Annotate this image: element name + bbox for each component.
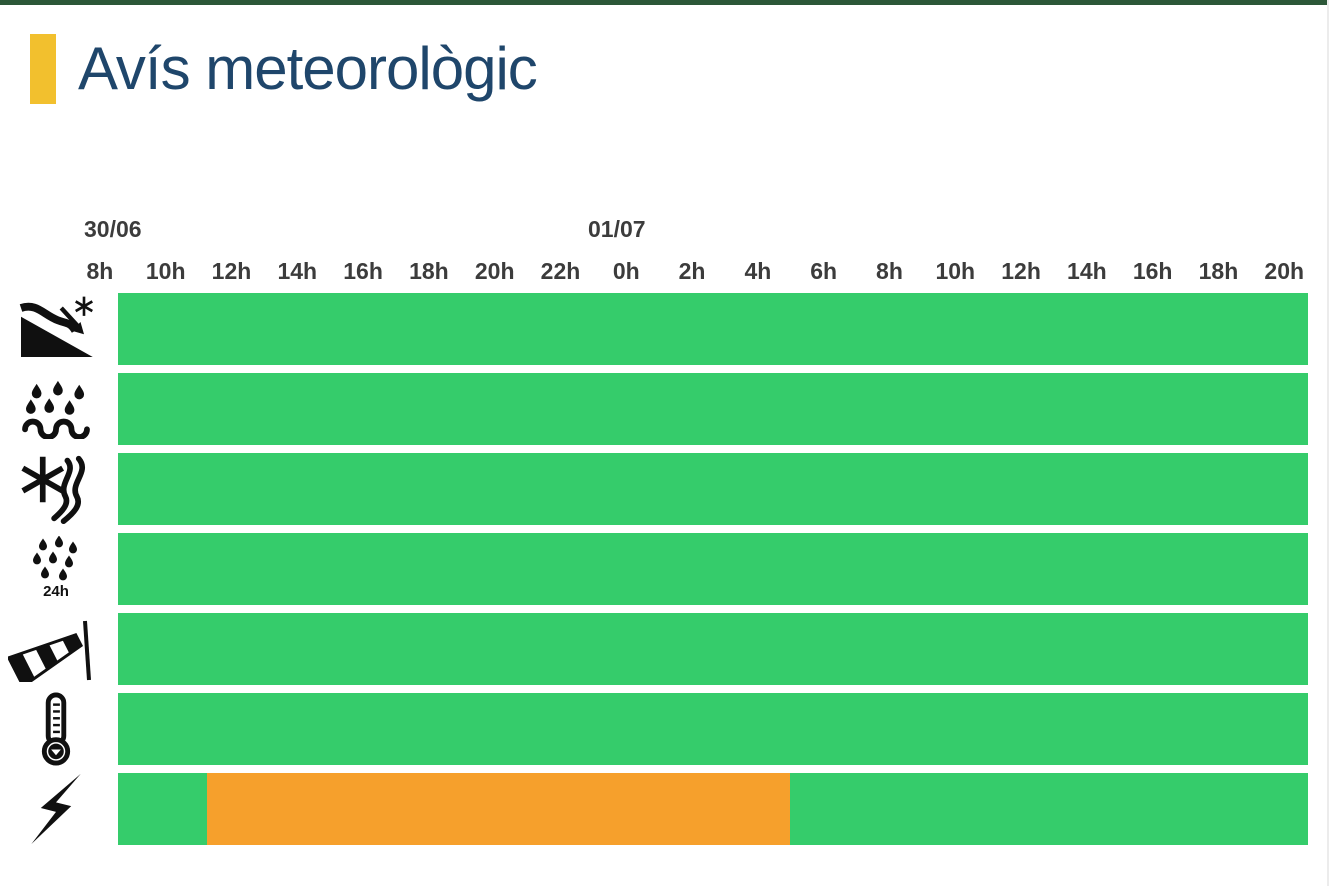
row-icons-column: 24h bbox=[0, 293, 112, 853]
axis-dates-row: 30/06 01/07 bbox=[0, 216, 1329, 244]
axis-hour-label: 14h bbox=[1067, 258, 1107, 284]
snow-wind-icon bbox=[0, 453, 112, 525]
page-title: Avís meteorològic bbox=[78, 35, 538, 102]
title-accent-bar bbox=[30, 34, 56, 104]
warning-row bbox=[118, 453, 1308, 525]
axis-hour-label: 18h bbox=[1198, 258, 1239, 284]
status-segment-green bbox=[118, 453, 1308, 525]
axis-hour-label: 12h bbox=[1001, 258, 1041, 284]
warning-row bbox=[118, 293, 1308, 365]
thermometer-icon bbox=[0, 692, 112, 766]
title-row: Avís meteorològic bbox=[30, 34, 538, 104]
axis-date-label: 30/06 bbox=[84, 216, 142, 242]
status-segment-green bbox=[118, 293, 1308, 365]
axis-hour-label: 8h bbox=[876, 258, 903, 284]
axis-hour-label: 22h bbox=[540, 258, 581, 284]
status-segment-orange bbox=[207, 773, 791, 845]
svg-text:24h: 24h bbox=[43, 583, 69, 600]
avalanche-icon bbox=[0, 293, 112, 365]
axis-hour-label: 12h bbox=[211, 258, 252, 284]
warning-row bbox=[118, 373, 1308, 445]
axis-hour-label: 14h bbox=[277, 258, 318, 284]
axis-hour-label: 20h bbox=[474, 258, 515, 284]
status-segment-green bbox=[790, 773, 1308, 845]
rain-24h-icon: 24h bbox=[0, 533, 112, 605]
windsock-icon bbox=[0, 613, 112, 685]
warning-row bbox=[118, 533, 1308, 605]
warning-row bbox=[118, 613, 1308, 685]
axis-hour-label: 0h bbox=[612, 258, 640, 284]
axis-hour-label: 10h bbox=[145, 258, 186, 284]
axis-hour-label: 6h bbox=[810, 258, 838, 284]
axis-hour-label: 16h bbox=[343, 258, 383, 284]
status-segment-green bbox=[118, 693, 1308, 765]
axis-hour-label: 20h bbox=[1264, 258, 1305, 284]
status-segment-green bbox=[118, 373, 1308, 445]
axis-hour-label: 2h bbox=[678, 258, 706, 284]
heavy-rain-icon bbox=[0, 373, 112, 445]
right-edge-divider bbox=[1327, 0, 1329, 886]
top-strip bbox=[0, 0, 1329, 5]
axis-hour-label: 16h bbox=[1132, 258, 1173, 284]
status-segment-green bbox=[118, 773, 208, 845]
status-segment-green bbox=[118, 533, 1308, 605]
lightning-icon bbox=[0, 773, 112, 845]
warning-bars-area bbox=[118, 293, 1308, 853]
axis-hour-label: 18h bbox=[409, 258, 449, 284]
axis-date-label: 01/07 bbox=[588, 216, 646, 242]
axis-hour-label: 8h bbox=[86, 258, 114, 284]
status-segment-green bbox=[118, 613, 1308, 685]
warning-row bbox=[118, 773, 1308, 845]
axis-hour-label: 4h bbox=[744, 258, 772, 284]
axis-hours-row: 8h 10h 12h 14h 16h 18h 20h 22h 0h 2h 4h 6h 8h 10h 12h 1… bbox=[67, 258, 1317, 285]
axis-hour-label: 10h bbox=[935, 258, 976, 284]
warning-row bbox=[118, 693, 1308, 765]
